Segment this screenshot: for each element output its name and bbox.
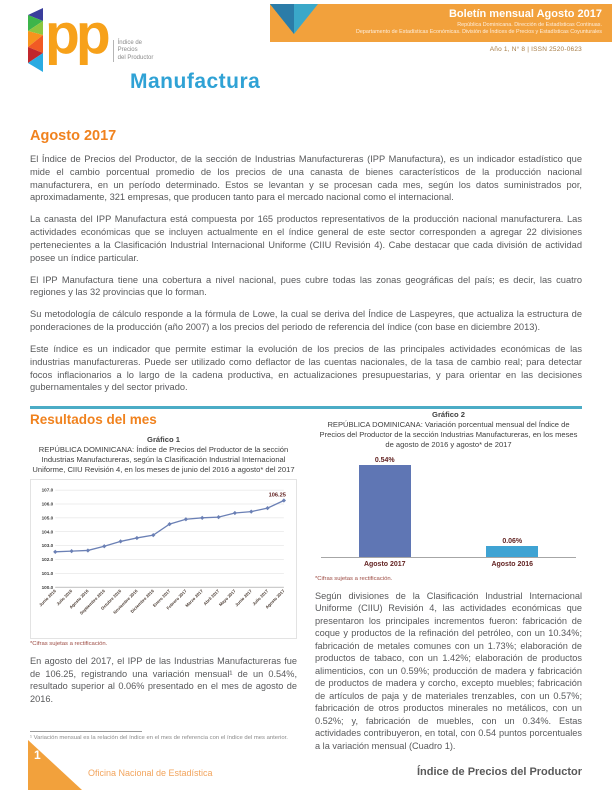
intro-section: Agosto 2017 El Índice de Precios del Pro…: [30, 128, 582, 403]
banner-subtitle-1: República Dominicana. Dirección de Estad…: [457, 22, 602, 28]
svg-text:106.0: 106.0: [42, 501, 54, 506]
results-right-column: Gráfico 2 REPÚBLICA DOMINICANA: Variació…: [315, 410, 582, 752]
svg-text:104.0: 104.0: [42, 529, 54, 534]
section-title-manufactura: Manufactura: [130, 70, 261, 93]
chart1-footnote: *Cifras sujetas a rectificación.: [30, 641, 108, 648]
intro-paragraph: Su metodología de cálculo responde a la …: [30, 309, 582, 333]
issue-line: Año 1, N° 8 | ISSN 2520-0623: [489, 46, 582, 53]
bar-category-label: Agosto 2017: [363, 560, 406, 568]
header-banner: Boletín mensual Agosto 2017 República Do…: [270, 4, 612, 42]
banner-triangles-icon: [270, 4, 318, 34]
svg-text:103.0: 103.0: [42, 543, 54, 548]
svg-text:102.0: 102.0: [42, 557, 54, 562]
page-corner-triangle: [28, 740, 82, 790]
ipp-logo-tagline: Índice de Precios del Productor: [112, 39, 154, 62]
bar: [358, 464, 411, 557]
intro-paragraph: Este índice es un indicador que permite …: [30, 343, 582, 393]
results-section: Resultados del mes Gráfico 1 REPÚBLICA D…: [30, 410, 582, 752]
line-chart: 100.0 101.0 102.0 103.0 104.0 105.0 106.0 107.0…: [30, 478, 297, 640]
bar-value-label: 0.06%: [502, 538, 523, 546]
bar-value-label: 0.54%: [374, 456, 395, 464]
bar-group-agosto-2017: 0.54% Agosto 2017: [321, 456, 449, 568]
chart2-label: Gráfico 2: [432, 410, 465, 419]
tagline-line: Precios: [117, 47, 138, 53]
bar-chart: 0.54% Agosto 2017 0.06% Agosto 2016: [321, 456, 576, 574]
footnote-rule: [30, 731, 142, 733]
bar-category-label: Agosto 2016: [491, 560, 534, 568]
ipp-logo-mosaic-icon: [28, 8, 43, 72]
chart1-title: REPÚBLICA DOMINICANA: Índice de Precios …: [32, 445, 295, 474]
results-heading: Resultados del mes: [30, 412, 157, 427]
footer-document-title: Índice de Precios del Productor: [416, 766, 582, 778]
svg-text:105.0: 105.0: [42, 515, 54, 520]
svg-text:Marzo 2017: Marzo 2017: [184, 588, 204, 608]
svg-text:106.25: 106.25: [269, 492, 286, 498]
month-heading: Agosto 2017: [30, 128, 117, 144]
svg-text:100.0: 100.0: [42, 584, 54, 589]
svg-text:Junio 2017: Junio 2017: [234, 588, 253, 607]
tagline-line: Índice de: [117, 39, 142, 46]
results-left-paragraph: En agosto del 2017, el IPP de las Indust…: [30, 656, 297, 704]
bar-group-agosto-2016: 0.06% Agosto 2016: [449, 538, 577, 568]
page-number: 1: [34, 748, 41, 762]
chart1-label: Gráfico 1: [147, 435, 180, 444]
banner-subtitle-2: Departamento de Estadísticas Económicas.…: [356, 29, 602, 36]
svg-text:101.0: 101.0: [42, 571, 54, 576]
monthly-variation-footnote: ¹ Variación mensual es la relación del í…: [30, 731, 297, 741]
svg-text:107.0: 107.0: [42, 487, 54, 492]
banner-title: Boletín mensual Agosto 2017: [448, 8, 602, 20]
chart2-title: REPÚBLICA DOMINICANA: Variación porcentu…: [319, 420, 578, 449]
svg-text:Junio 2016: Junio 2016: [38, 588, 57, 607]
chart2-footnote: *Cifras sujetas a rectificación.: [315, 575, 393, 582]
intro-paragraph: El IPP Manufactura tiene una cobertura a…: [30, 274, 582, 298]
ipp-logo: pp Índice de Precios del Productor: [28, 2, 154, 72]
intro-paragraph: La canasta del IPP Manufactura está comp…: [30, 214, 582, 263]
tagline-line: del Productor: [117, 54, 154, 61]
bar: [486, 546, 539, 557]
intro-paragraph: El Índice de Precios del Productor, de l…: [30, 154, 582, 203]
footer-organization: Oficina Nacional de Estadística: [88, 768, 213, 778]
results-left-column: Resultados del mes Gráfico 1 REPÚBLICA D…: [30, 410, 297, 752]
bar-chart-axis: [321, 556, 576, 558]
section-divider: [30, 406, 582, 409]
ipp-logo-text: pp: [45, 2, 111, 66]
results-right-paragraph: Según divisiones de la Clasificación Ind…: [315, 590, 582, 751]
